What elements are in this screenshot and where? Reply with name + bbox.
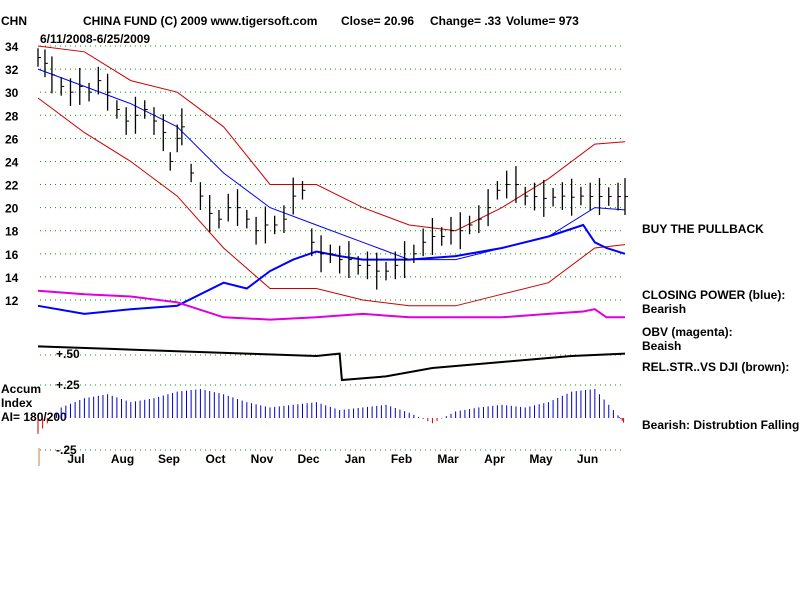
- y-tick-label: 34: [5, 40, 19, 54]
- x-tick-label: Sep: [158, 452, 180, 466]
- obv-status: Beaish: [642, 339, 682, 353]
- symbol-label: CHN: [1, 14, 27, 28]
- y-tick-label: 24: [5, 155, 19, 169]
- x-tick-label: Jun: [577, 452, 598, 466]
- obv-label: OBV (magenta):: [642, 325, 733, 339]
- y-tick-label: 26: [5, 132, 19, 146]
- x-tick-label: Mar: [437, 452, 459, 466]
- x-tick-label: May: [529, 452, 553, 466]
- change-value: Change= .33: [430, 14, 502, 28]
- x-tick-label: Dec: [297, 452, 319, 466]
- x-tick-label: Apr: [484, 452, 505, 466]
- closing-power-label: CLOSING POWER (blue):: [642, 288, 786, 302]
- y-tick-label: 12: [5, 294, 19, 308]
- x-tick-label: Aug: [111, 452, 134, 466]
- x-tick-label: Feb: [391, 452, 412, 466]
- y-tick-label: 32: [5, 63, 19, 77]
- y-tick-label: 20: [5, 202, 19, 216]
- date-range: 6/11/2008-6/25/2009: [40, 32, 151, 46]
- x-tick-label: Jan: [345, 452, 366, 466]
- buy-signal-label: BUY THE PULLBACK: [642, 222, 764, 236]
- moving-average-line: [37, 68, 626, 261]
- relstr-label: REL.STR..VS DJI (brown):: [642, 360, 790, 374]
- y-tick-label: 22: [5, 179, 19, 193]
- bollinger-upper-line: [37, 45, 626, 232]
- accum-title-2: Index: [1, 396, 33, 410]
- relstr-tick: +.50: [56, 347, 80, 361]
- y-tick-label: 28: [5, 109, 19, 123]
- closing-power-line: [37, 223, 626, 315]
- close-value: Close= 20.96: [341, 14, 415, 28]
- accum-tick-high: +.25: [56, 378, 80, 392]
- accum-title-1: Accum: [1, 382, 42, 396]
- y-tick-label: 14: [5, 271, 19, 285]
- obv-line: [37, 289, 625, 321]
- x-tick-label: Oct: [205, 452, 225, 466]
- relstr-line: [37, 345, 626, 382]
- volume-value: Volume= 973: [506, 14, 579, 28]
- closing-power-status: Bearish: [642, 302, 687, 316]
- accum-ai-value: AI= 180/200: [1, 410, 67, 424]
- y-tick-label: 30: [5, 86, 19, 100]
- y-tick-label: 18: [5, 225, 19, 239]
- chart-title: CHINA FUND (C) 2009 www.tigersoft.com: [83, 14, 318, 28]
- accum-comment: Bearish: Distrubtion Falling.: [642, 418, 800, 432]
- x-tick-label: Nov: [251, 452, 274, 466]
- accum-tick-low: -.25: [56, 443, 77, 457]
- y-tick-label: 16: [5, 248, 19, 262]
- bollinger-lower-line: [37, 97, 626, 307]
- x-tick-label: Jul: [67, 452, 84, 466]
